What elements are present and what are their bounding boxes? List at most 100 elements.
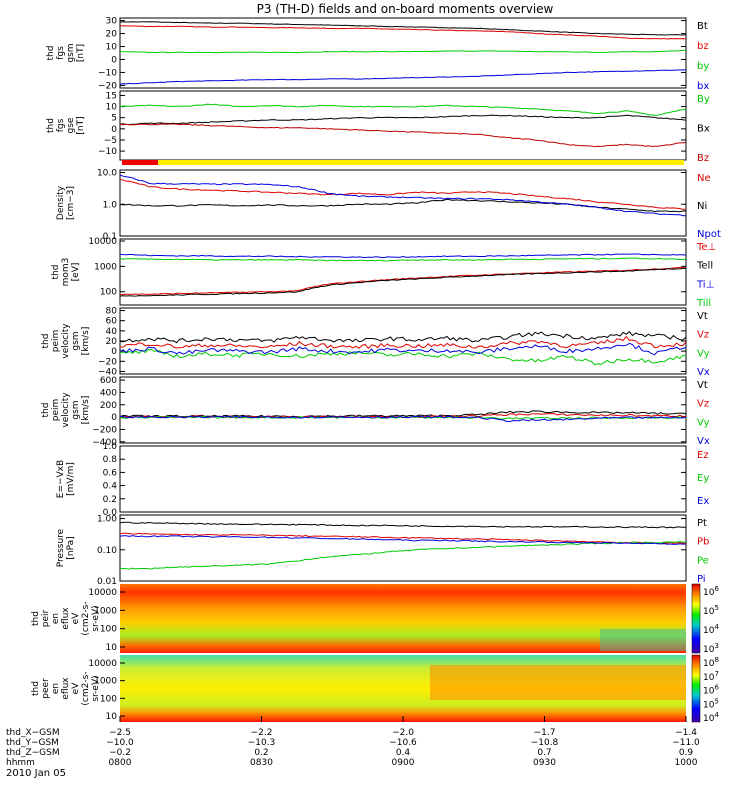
series-bz (119, 25, 687, 40)
y-tick-label: 0.1 (103, 232, 117, 242)
y-axis-label: [km/s] (81, 327, 91, 356)
x-tick-label: 1000 (675, 758, 698, 768)
x-tick-label: 0.4 (396, 748, 411, 758)
panel-frame (119, 514, 687, 582)
y-axis-label: gsm (71, 331, 81, 350)
legend-Vx: Vx (697, 367, 710, 378)
y-tick-label: −200 (92, 425, 117, 435)
y-tick-label: 0.6 (103, 468, 118, 478)
y-tick-label: 30 (106, 17, 118, 27)
legend-Bz: Bz (697, 153, 709, 164)
panel-1: 30 20 10 0 −10 −20 Bt bz by bx thd fgs gsm [nT] (46, 17, 709, 92)
y-tick-label: 1.00 (97, 515, 117, 525)
x-tick-label: 0830 (250, 758, 273, 768)
y-tick-label: 40 (106, 327, 118, 337)
legend-Pi: Pi (697, 574, 706, 585)
y-tick-label: −20 (98, 357, 117, 367)
y-tick-label: 100 (100, 288, 117, 298)
colorbar-label: 103 (703, 642, 719, 655)
y-tick-label: 0 (111, 55, 117, 65)
y-axis-label: thd (46, 46, 56, 61)
legend-bx: bx (697, 81, 709, 92)
spectrogram (120, 584, 686, 653)
y-axis-label: sr-eV) (91, 605, 101, 631)
legend-Ex: Ex (697, 496, 709, 507)
series-Npot (119, 174, 687, 217)
x-tick-label: 0.2 (254, 748, 268, 758)
panel-6: 600 400 200 0 −200 −400 Vt Vz Vy Vx thd peim velocit… (41, 376, 710, 448)
legend-Vy: Vy (697, 348, 710, 359)
spectrogram-low-band (600, 629, 686, 651)
x-tick-label: 0930 (533, 758, 556, 768)
y-axis-label: gsm (66, 43, 76, 62)
y-tick-label: 1000 (94, 606, 117, 616)
y-tick-label: −40 (98, 367, 117, 377)
colorbar-label: 106 (703, 585, 719, 598)
x-tick-label: −0.2 (109, 748, 131, 758)
y-tick-label: 600 (100, 376, 117, 386)
series-Till (119, 257, 687, 262)
y-axis-label: sr-eV) (91, 675, 101, 701)
legend-Tell: Tell (696, 261, 713, 272)
series-Pe (119, 540, 687, 570)
y-axis-label: [nPa] (66, 536, 76, 559)
panel-3: 10.0 1.0 0.1 Ne Ni Npot Density [cm−3] (56, 169, 721, 242)
legend-Vt: Vt (697, 311, 708, 322)
series-Pb (119, 532, 687, 544)
y-tick-label: 0 (111, 125, 117, 135)
y-axis-label: peim (51, 330, 61, 353)
spectrogram-band (430, 665, 686, 700)
y-axis-label: gse (66, 117, 76, 133)
series-Vt (119, 330, 687, 344)
x-tick-label: −10.8 (531, 738, 559, 748)
series-Bt (119, 21, 687, 36)
y-axis-label: Density (56, 185, 66, 220)
x-tick-label: −10.6 (389, 738, 417, 748)
y-tick-label: 0.8 (103, 455, 118, 465)
x-tick-label: −1.4 (675, 728, 697, 738)
x-tick-label: −2.2 (251, 728, 273, 738)
legend-Ti⊥: Ti⊥ (696, 279, 714, 290)
ephemeris-strip-red (122, 160, 158, 165)
y-axis-label: velocity (61, 392, 71, 428)
y-tick-label: 15 (106, 91, 117, 101)
legend-bz: bz (697, 41, 709, 52)
series-Vz (119, 335, 687, 350)
y-tick-label: 10.0 (97, 169, 117, 179)
ephemeris-strip-yellow (158, 160, 684, 165)
y-tick-label: 0.4 (103, 482, 118, 492)
legend-Bx: Bx (697, 124, 710, 135)
series-Tell (119, 267, 687, 297)
y-tick-label: 80 (106, 307, 118, 317)
x-row-label: hhmm (6, 758, 35, 768)
legend-Vt: Vt (697, 380, 708, 391)
series-Vy (119, 348, 687, 366)
series-Vx (119, 342, 687, 356)
x-tick-label: 0.9 (679, 748, 694, 758)
panel-4: 10000 1000 100 Te⊥ Tell Ti⊥ Till thd mom3 [eV] (51, 237, 716, 309)
x-tick-label: 0800 (109, 758, 132, 768)
colorbar (691, 583, 701, 654)
y-tick-label: 1.0 (103, 200, 118, 210)
y-tick-label: 60 (106, 317, 118, 327)
y-axis-label: peim (51, 399, 61, 422)
y-tick-label: 100 (100, 625, 117, 635)
y-tick-label: 10000 (88, 237, 117, 247)
series-Te⊥ (119, 266, 687, 296)
legend-Pb: Pb (697, 537, 709, 548)
y-tick-label: 10 (106, 712, 118, 722)
x-tick-label: −1.7 (534, 728, 556, 738)
legend-Bt: Bt (697, 21, 708, 32)
colorbar-label: 106 (703, 684, 719, 697)
colorbar (691, 654, 701, 723)
legend-Npot: Npot (697, 229, 721, 240)
legend-Till: Till (696, 298, 711, 309)
y-axis-label: thd (41, 334, 51, 349)
y-tick-label: 0.01 (97, 577, 117, 587)
series-Vt (119, 410, 687, 418)
x-tick-label: 0900 (392, 758, 415, 768)
legend-Ez: Ez (697, 450, 709, 461)
